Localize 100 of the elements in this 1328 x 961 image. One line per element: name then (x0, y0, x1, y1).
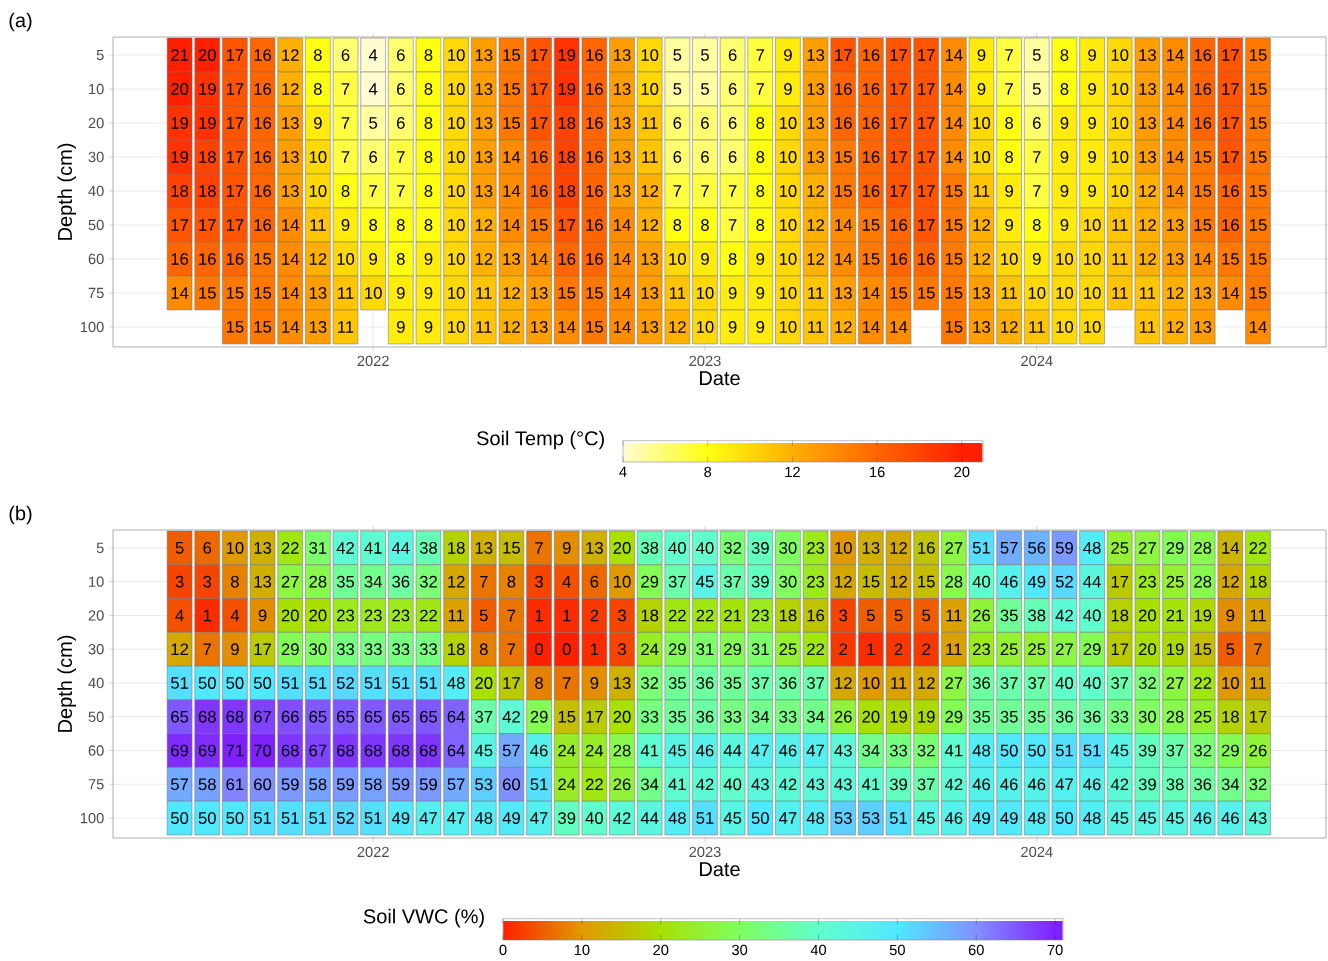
data-label: 15 (226, 321, 244, 333)
data-label: 6 (397, 83, 405, 95)
y-tick-label: 75 (88, 287, 104, 299)
data-label: 10 (973, 117, 991, 129)
data-label: 14 (1250, 321, 1267, 333)
data-label: 12 (807, 253, 824, 265)
data-label: 3 (618, 609, 626, 622)
data-label: 27 (945, 677, 963, 689)
data-label: 33 (779, 710, 797, 723)
x-tick-label: 2024 (1021, 355, 1053, 367)
data-label: 50 (198, 677, 216, 689)
data-label: 48 (474, 812, 493, 824)
data-label: 9 (1005, 219, 1013, 231)
data-label: 15 (862, 219, 880, 231)
data-label: 4 (368, 83, 378, 95)
data-label: 48 (1083, 812, 1101, 824)
data-label: 7 (341, 151, 350, 163)
data-label: 9 (1088, 151, 1096, 163)
data-label: 28 (1194, 575, 1212, 588)
y-axis-title: Depth (cm) (57, 635, 76, 732)
data-label: 6 (728, 117, 737, 129)
data-label: 17 (1222, 117, 1239, 129)
data-label: 28 (1194, 542, 1212, 554)
data-label: 12 (807, 185, 824, 197)
data-label: 12 (890, 575, 907, 588)
data-label: 46 (1027, 778, 1046, 791)
data-label: 13 (309, 287, 327, 299)
data-label: 15 (862, 575, 880, 588)
data-label: 8 (479, 643, 488, 656)
y-tick-label: 50 (88, 711, 104, 722)
data-label: 17 (918, 117, 935, 129)
data-label: 46 (1000, 778, 1018, 791)
data-label: 15 (226, 287, 244, 299)
data-label: 9 (1226, 609, 1235, 622)
data-label: 13 (973, 287, 991, 299)
data-label: 41 (944, 744, 963, 757)
data-label: 17 (1222, 83, 1239, 95)
data-label: 15 (945, 219, 963, 231)
color-bar-label: 0 (499, 944, 507, 956)
data-label: 29 (1221, 744, 1239, 757)
data-label: 27 (945, 542, 963, 554)
data-label: 29 (281, 643, 299, 656)
data-label: 5 (866, 609, 875, 622)
data-label: 46 (1193, 812, 1212, 824)
data-label: 13 (614, 49, 631, 61)
data-label: 68 (364, 744, 382, 757)
data-label: 11 (1001, 287, 1017, 299)
data-label: 1 (591, 643, 599, 655)
data-label: 5 (701, 49, 709, 61)
data-label: 46 (530, 744, 548, 757)
data-label: 17 (918, 219, 935, 231)
data-label: 7 (673, 185, 682, 197)
data-label: 16 (254, 117, 272, 129)
data-label: 50 (1000, 744, 1018, 757)
data-label: 21 (724, 609, 742, 622)
data-label: 6 (701, 117, 709, 129)
data-label: 4 (368, 49, 378, 61)
data-label: 15 (1250, 83, 1267, 95)
data-label: 13 (1167, 253, 1184, 265)
data-label: 33 (419, 643, 437, 656)
data-label: 36 (1083, 710, 1101, 723)
data-label: 33 (364, 643, 382, 656)
data-label: 13 (1139, 49, 1156, 61)
data-label: 19 (199, 83, 216, 95)
data-label: 9 (590, 677, 599, 689)
data-label: 35 (723, 677, 742, 689)
data-label: 44 (1083, 575, 1101, 588)
data-label: 13 (1139, 117, 1156, 129)
data-label: 10 (1056, 287, 1074, 299)
data-label: 10 (1111, 83, 1129, 95)
data-label: 15 (918, 575, 935, 588)
color-bar-label: 40 (810, 944, 827, 956)
data-label: 35 (336, 575, 355, 588)
data-label: 15 (1250, 253, 1267, 265)
data-label: 15 (558, 710, 576, 723)
data-label: 42 (336, 542, 354, 554)
data-label: 15 (531, 219, 548, 231)
data-label: 19 (558, 83, 576, 95)
data-label: 52 (336, 677, 354, 689)
data-label: 8 (1060, 83, 1069, 95)
data-label: 58 (364, 778, 382, 791)
data-label: 14 (835, 253, 853, 265)
data-label: 3 (203, 575, 212, 588)
data-label: 68 (420, 744, 438, 757)
data-label: 13 (641, 287, 659, 299)
data-label: 7 (341, 117, 350, 129)
data-label: 65 (364, 710, 382, 723)
data-label: 12 (641, 185, 659, 197)
data-label: 10 (1084, 219, 1101, 231)
data-label: 9 (314, 117, 322, 129)
data-label: 15 (503, 83, 520, 95)
data-label: 34 (751, 710, 770, 723)
data-label: 65 (171, 710, 189, 723)
data-label: 34 (1221, 778, 1240, 791)
y-tick-label: 20 (88, 117, 104, 129)
color-bar-title: Soil Temp (°C) (476, 430, 604, 450)
data-label: 47 (447, 812, 465, 824)
data-label: 13 (1139, 151, 1156, 163)
color-bar-label: 20 (653, 944, 669, 956)
color-bar-label: 8 (704, 466, 712, 478)
